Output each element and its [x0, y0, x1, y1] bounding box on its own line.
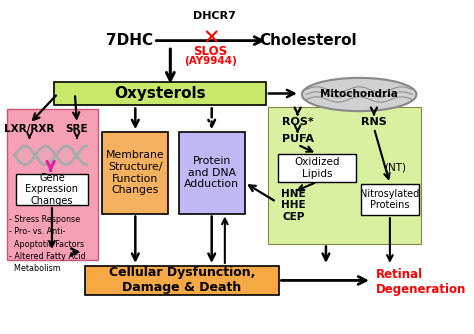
FancyBboxPatch shape — [16, 174, 88, 205]
FancyBboxPatch shape — [361, 184, 419, 215]
FancyBboxPatch shape — [179, 132, 245, 213]
Text: Mitochondria: Mitochondria — [320, 90, 398, 100]
FancyBboxPatch shape — [102, 132, 168, 213]
Text: LXR/RXR: LXR/RXR — [4, 124, 55, 134]
Text: Retinal
Degeneration: Retinal Degeneration — [376, 268, 466, 296]
Text: Oxidized
Lipids: Oxidized Lipids — [294, 157, 340, 179]
Text: Nitrosylated
Proteins: Nitrosylated Proteins — [360, 189, 419, 210]
Text: Cellular Dysfunction,
Damage & Death: Cellular Dysfunction, Damage & Death — [109, 267, 255, 294]
Text: 7DHC: 7DHC — [107, 33, 154, 48]
Text: HNE
HHE
CEP: HNE HHE CEP — [281, 189, 306, 222]
Ellipse shape — [302, 78, 416, 111]
Text: ✕: ✕ — [202, 29, 219, 49]
FancyBboxPatch shape — [7, 109, 98, 260]
Text: Protein
and DNA
Adduction: Protein and DNA Adduction — [184, 156, 239, 189]
Text: RNS: RNS — [361, 117, 387, 127]
Text: SRE: SRE — [66, 124, 88, 134]
Text: Cholesterol: Cholesterol — [259, 33, 357, 48]
FancyBboxPatch shape — [268, 107, 420, 243]
FancyBboxPatch shape — [85, 266, 279, 295]
Text: - Stress Response
- Pro- vs. Anti-
  Apoptotic Factors
- Altered Fatty Acid
  Me: - Stress Response - Pro- vs. Anti- Apopt… — [9, 215, 86, 273]
Text: ROS*: ROS* — [282, 117, 313, 127]
FancyBboxPatch shape — [278, 154, 356, 182]
Text: Gene
Expression
Changes: Gene Expression Changes — [26, 173, 79, 206]
Text: DHCR7: DHCR7 — [193, 11, 237, 21]
Text: (NT): (NT) — [384, 162, 406, 172]
Text: Oxysterols: Oxysterols — [114, 86, 206, 101]
Text: SLOS: SLOS — [193, 45, 228, 58]
Text: (AY9944): (AY9944) — [184, 56, 237, 66]
FancyBboxPatch shape — [54, 81, 266, 106]
Text: PUFA: PUFA — [282, 134, 314, 144]
Text: Membrane
Structure/
Function
Changes: Membrane Structure/ Function Changes — [106, 150, 164, 195]
